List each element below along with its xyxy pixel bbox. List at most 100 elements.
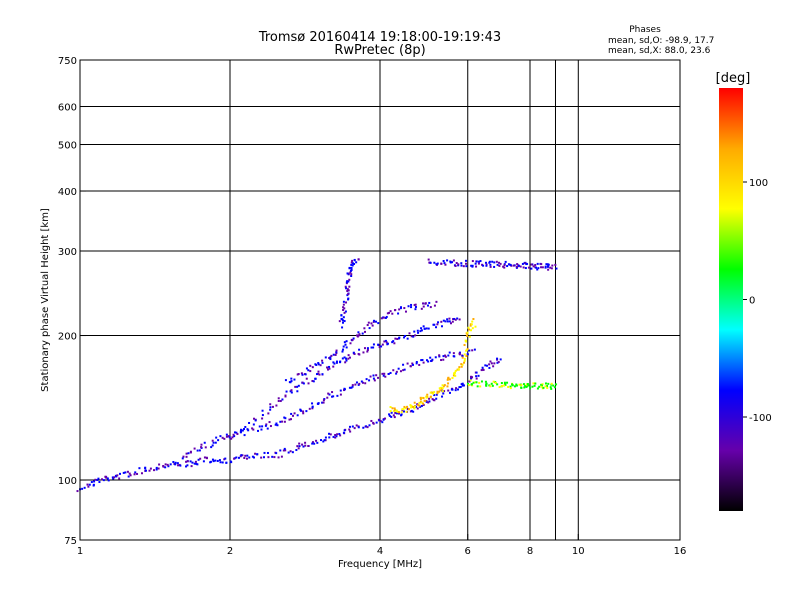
data-point	[418, 404, 421, 407]
data-point	[482, 264, 485, 267]
data-point	[196, 449, 199, 452]
data-point	[440, 325, 443, 328]
data-point	[540, 263, 543, 266]
data-point	[260, 428, 263, 431]
data-point	[221, 436, 224, 439]
data-point	[418, 363, 421, 366]
data-point	[471, 264, 474, 267]
data-point	[204, 446, 207, 449]
data-point	[328, 365, 331, 368]
data-point	[488, 261, 491, 264]
data-point	[426, 393, 429, 396]
data-point	[348, 386, 351, 389]
data-point	[251, 455, 254, 458]
data-point	[398, 308, 401, 311]
data-point	[496, 358, 499, 361]
data-point	[402, 369, 405, 372]
data-point	[384, 339, 387, 342]
data-point	[311, 366, 314, 369]
data-point	[307, 445, 310, 448]
data-point	[189, 450, 192, 453]
data-point	[509, 387, 512, 390]
data-point	[313, 442, 316, 445]
data-point	[164, 463, 167, 466]
data-point	[200, 443, 203, 446]
data-point	[181, 457, 184, 460]
data-point	[351, 339, 354, 342]
data-point	[523, 386, 526, 389]
data-point	[252, 428, 255, 431]
data-point	[254, 419, 257, 422]
data-point	[144, 466, 147, 469]
data-point	[342, 431, 345, 434]
data-point	[76, 490, 79, 493]
data-point	[547, 268, 550, 271]
data-point	[290, 412, 293, 415]
data-point	[219, 461, 222, 464]
data-point	[440, 359, 443, 362]
data-point	[329, 358, 332, 361]
data-point	[257, 429, 260, 432]
data-point	[475, 375, 478, 378]
data-point	[328, 432, 331, 435]
data-point	[435, 397, 438, 400]
data-point	[420, 359, 423, 362]
data-point	[267, 412, 270, 415]
data-point	[509, 385, 512, 388]
data-point	[471, 327, 474, 330]
data-point	[419, 396, 422, 399]
data-point	[397, 367, 400, 370]
data-point	[345, 359, 348, 362]
data-point	[402, 408, 405, 411]
data-point	[466, 353, 469, 356]
colorbar-gradient	[719, 88, 743, 511]
data-point	[504, 383, 507, 386]
data-point	[452, 374, 455, 377]
data-point	[398, 412, 401, 415]
data-point	[422, 402, 425, 405]
data-point	[330, 354, 333, 357]
data-point	[351, 425, 354, 428]
data-point	[457, 388, 460, 391]
data-point	[394, 409, 397, 412]
data-point	[277, 397, 280, 400]
data-point	[382, 374, 385, 377]
data-point	[172, 460, 175, 463]
data-point	[311, 402, 314, 405]
data-point	[348, 278, 351, 281]
data-point	[467, 326, 470, 329]
x-axis: 1 2 4 6 8 10 16	[77, 534, 686, 557]
data-point	[491, 384, 494, 387]
data-point	[102, 479, 105, 482]
data-point	[412, 405, 415, 408]
data-point	[133, 473, 136, 476]
data-point	[350, 263, 353, 266]
data-point	[275, 422, 278, 425]
data-point	[334, 436, 337, 439]
data-point	[388, 414, 391, 417]
y-tick-label: 400	[58, 187, 77, 198]
data-point	[518, 383, 521, 386]
data-point	[148, 469, 151, 472]
data-point	[418, 401, 421, 404]
data-point	[442, 355, 445, 358]
data-point	[356, 335, 359, 338]
data-point	[417, 331, 420, 334]
data-point	[446, 318, 449, 321]
data-point	[366, 426, 369, 429]
data-point	[405, 410, 408, 413]
data-point	[473, 348, 476, 351]
data-point	[335, 435, 338, 438]
data-point	[230, 437, 233, 440]
data-point	[372, 374, 375, 377]
data-point	[224, 457, 227, 460]
data-point	[326, 396, 329, 399]
data-point	[406, 362, 409, 365]
data-point	[440, 320, 443, 323]
data-point	[460, 365, 463, 368]
data-point	[254, 452, 257, 455]
data-point	[411, 362, 414, 365]
data-point	[512, 264, 515, 267]
data-point	[438, 354, 441, 357]
data-point	[422, 325, 425, 328]
